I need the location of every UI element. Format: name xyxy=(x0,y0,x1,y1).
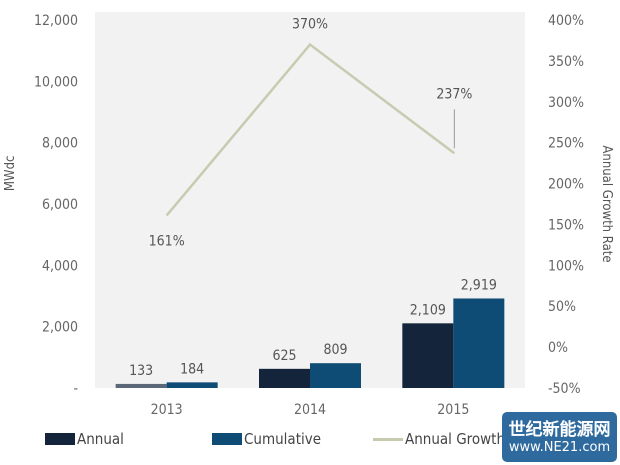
x-tick-label: 2014 xyxy=(294,402,326,418)
bar-annual xyxy=(115,383,167,388)
y2-tick-label: 350% xyxy=(548,54,584,70)
y2-tick-label: 50% xyxy=(548,299,576,315)
y-tick-label: 12,000 xyxy=(34,13,78,29)
y-tick-label: 4,000 xyxy=(42,258,78,274)
data-label: 625 xyxy=(272,348,296,364)
data-label: 2,919 xyxy=(461,277,497,293)
legend-label: Cumulative xyxy=(244,430,322,448)
y2-tick-label: 300% xyxy=(548,95,584,111)
y2-tick-label: 400% xyxy=(548,13,584,29)
y-tick-label: - xyxy=(73,381,78,397)
watermark-url: www.NE21.com xyxy=(508,440,611,455)
y2-tick-label: 200% xyxy=(548,177,584,193)
y-tick-label: 6,000 xyxy=(42,197,78,213)
growth-label: 161% xyxy=(149,233,185,249)
x-tick-label: 2013 xyxy=(151,402,183,418)
bar-cumulative xyxy=(166,382,218,388)
data-label: 184 xyxy=(180,361,204,377)
data-label: 133 xyxy=(129,363,153,379)
bar-annual xyxy=(259,368,310,388)
growth-label: 370% xyxy=(292,17,328,33)
y2-tick-label: 100% xyxy=(548,258,584,274)
legend-cumulative: Cumulative xyxy=(212,430,321,448)
y2-tick-label: -50% xyxy=(548,381,581,397)
y-tick-label: 10,000 xyxy=(34,74,78,90)
legend-annual: Annual xyxy=(45,430,124,448)
growth-label: 237% xyxy=(436,86,472,102)
y-axis-title: MWdc xyxy=(3,156,18,192)
data-label: 2,109 xyxy=(410,302,446,318)
y2-axis-title: Annual Growth Rate xyxy=(599,145,614,262)
data-label: 809 xyxy=(323,342,347,358)
watermark-logo: 世纪新能源网 www.NE21.com xyxy=(502,412,617,462)
legend-swatch-cumulative xyxy=(212,433,242,445)
y-tick-label: 8,000 xyxy=(42,136,78,152)
bar-cumulative xyxy=(453,298,505,388)
legend-label: Annual xyxy=(77,430,124,448)
legend-swatch-growth xyxy=(373,437,403,441)
bar-cumulative xyxy=(310,363,361,388)
legend-swatch-annual xyxy=(45,433,75,445)
watermark-title: 世纪新能源网 xyxy=(508,420,611,440)
y-tick-label: 2,000 xyxy=(42,320,78,336)
growth-rate-line xyxy=(165,42,456,217)
y2-tick-label: 0% xyxy=(548,340,568,356)
bar-annual xyxy=(402,323,454,388)
x-tick-label: 2015 xyxy=(437,402,469,418)
y2-tick-label: 250% xyxy=(548,136,584,152)
y2-tick-label: 150% xyxy=(548,217,584,233)
